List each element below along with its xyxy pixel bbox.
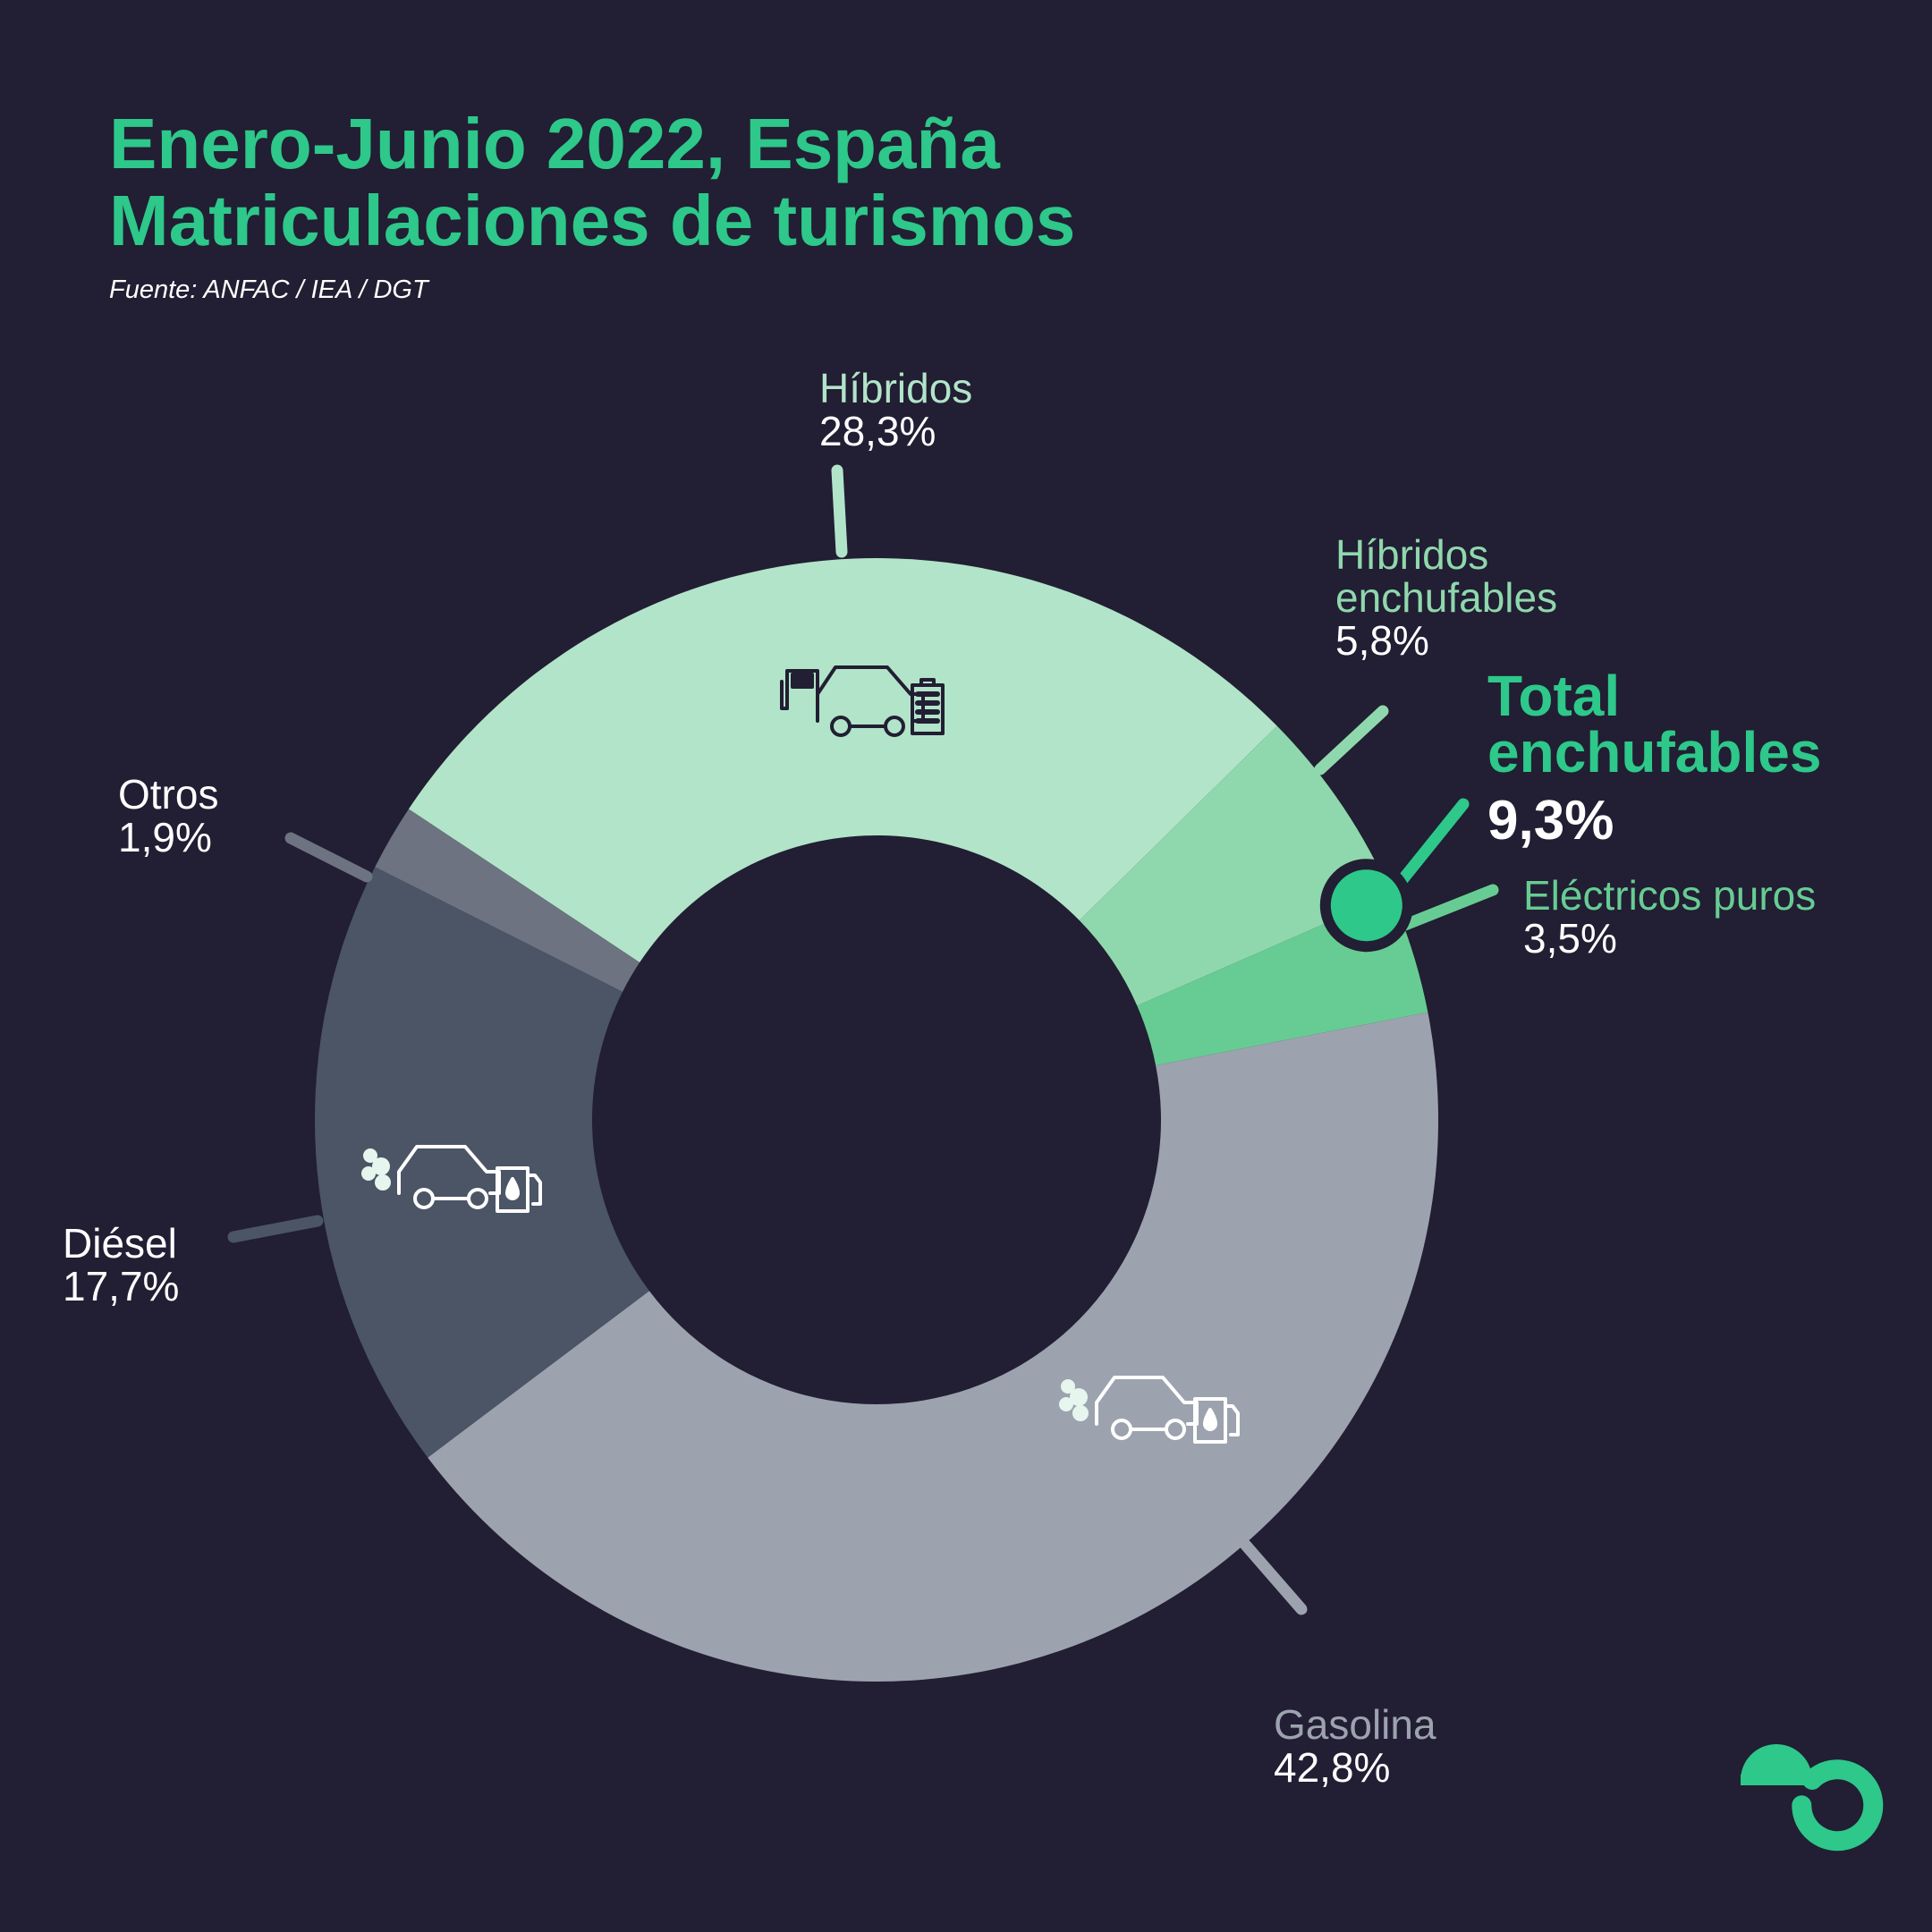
hybrid-car-fuel-battery-icon <box>780 665 945 737</box>
total-enchufables-value: 9,3% <box>1487 790 1614 852</box>
label-name-hibridos-enchufables-2: enchufables <box>1335 574 1557 621</box>
leader-otros <box>284 832 373 883</box>
label-value-gasolina: 42,8% <box>1274 1744 1390 1791</box>
leader-hibridos <box>831 464 848 558</box>
slice-labels: Híbridos28,3%Híbridosenchufables5,8%Eléc… <box>63 365 1816 1791</box>
label-name-electricos-puros: Eléctricos puros <box>1523 872 1816 919</box>
brand-logo-e-icon <box>1741 1744 1884 1852</box>
title-line-1: Enero-Junio 2022, España <box>109 104 1000 183</box>
total-enchufables-marker <box>1319 859 1413 953</box>
total-enchufables-label-2: enchufables <box>1487 720 1821 784</box>
slice-diesel <box>315 867 649 1458</box>
leader-lines <box>227 464 1499 1615</box>
leader-electricos-puros <box>1399 884 1499 931</box>
total-enchufables-label-1: Total <box>1487 664 1620 728</box>
slice-otros <box>375 809 640 992</box>
total-enchufables-leader <box>1387 798 1470 897</box>
slice-gasolina <box>428 1012 1439 1682</box>
diesel-car-icon <box>361 1145 542 1213</box>
source-note: Fuente: ANFAC / IEA / DGT <box>109 275 428 304</box>
leader-gasolina <box>1235 1534 1308 1615</box>
label-name-diesel: Diésel <box>63 1220 177 1267</box>
label-value-diesel: 17,7% <box>63 1263 179 1309</box>
label-value-electricos-puros: 3,5% <box>1523 915 1617 962</box>
label-name-otros: Otros <box>118 771 218 818</box>
label-value-hibridos-enchufables: 5,8% <box>1335 617 1429 664</box>
donut-slices <box>315 558 1439 1682</box>
label-value-otros: 1,9% <box>118 814 212 860</box>
leader-hibridos-enchufables <box>1314 705 1389 775</box>
leader-diesel <box>227 1215 324 1243</box>
gasoline-car-icon <box>1059 1376 1240 1444</box>
title-line-2: Matriculaciones de turismos <box>109 181 1076 260</box>
label-value-hibridos: 28,3% <box>819 408 936 454</box>
label-name-hibridos: Híbridos <box>819 365 972 411</box>
slice-hibridos <box>408 558 1277 963</box>
label-name-gasolina: Gasolina <box>1274 1701 1436 1748</box>
label-name-hibridos-enchufables-1: Híbridos <box>1335 531 1488 578</box>
slice-hibridos-enchufables <box>1079 725 1392 1006</box>
chart-title: Enero-Junio 2022, España Matriculaciones… <box>109 106 1075 259</box>
